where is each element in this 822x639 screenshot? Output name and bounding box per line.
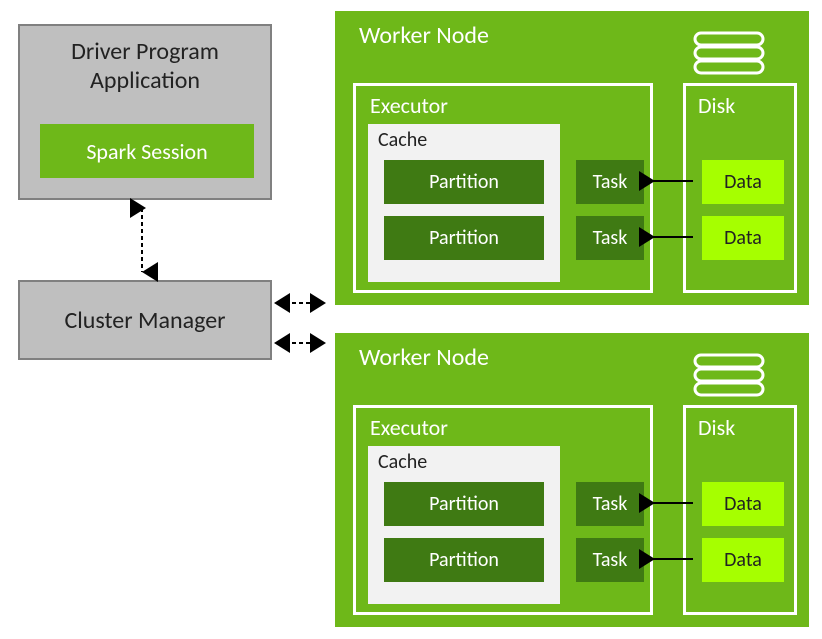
partition-1a-label: Partition bbox=[429, 170, 499, 194]
executor-box-1: Executor Cache Partition Partition Task … bbox=[353, 83, 653, 293]
worker-node-2: Worker Node Executor Cache Partition Par… bbox=[332, 330, 812, 630]
partition-1b: Partition bbox=[384, 216, 544, 260]
partition-2b: Partition bbox=[384, 538, 544, 582]
arrow-data-task-2b bbox=[645, 551, 699, 567]
driver-title: Driver Program Application bbox=[20, 26, 270, 96]
spark-session-label: Spark Session bbox=[86, 138, 207, 165]
partition-1a: Partition bbox=[384, 160, 544, 204]
task-1a: Task bbox=[576, 160, 644, 204]
disk-box-2: Disk Data Data bbox=[683, 405, 797, 615]
data-2b: Data bbox=[702, 538, 784, 582]
storage-icon bbox=[693, 31, 765, 77]
data-1b: Data bbox=[702, 216, 784, 260]
cluster-manager-label: Cluster Manager bbox=[64, 306, 225, 335]
driver-title-line1: Driver Program bbox=[71, 37, 219, 66]
cache-box-1: Cache Partition Partition bbox=[368, 124, 560, 282]
executor-box-2: Executor Cache Partition Partition Task … bbox=[353, 405, 653, 615]
data-1b-label: Data bbox=[724, 226, 762, 250]
arrow-data-task-1b bbox=[645, 229, 699, 245]
task-2b: Task bbox=[576, 538, 644, 582]
disk-label-2: Disk bbox=[686, 408, 794, 441]
arrow-cluster-worker2 bbox=[272, 335, 332, 351]
storage-icon-2 bbox=[693, 353, 765, 399]
task-2a-label: Task bbox=[593, 492, 628, 516]
partition-1b-label: Partition bbox=[429, 226, 499, 250]
executor-label-1: Executor bbox=[356, 86, 650, 119]
spark-session-box: Spark Session bbox=[40, 124, 254, 178]
task-2a: Task bbox=[576, 482, 644, 526]
cache-label-2: Cache bbox=[368, 446, 560, 474]
partition-2a-label: Partition bbox=[429, 492, 499, 516]
data-2b-label: Data bbox=[724, 548, 762, 572]
arrow-data-task-2a bbox=[645, 495, 699, 511]
arrow-data-task-1a bbox=[645, 173, 699, 189]
driver-title-line2: Application bbox=[90, 66, 200, 95]
executor-label-2: Executor bbox=[356, 408, 650, 441]
task-2b-label: Task bbox=[593, 548, 628, 572]
partition-2a: Partition bbox=[384, 482, 544, 526]
arrow-driver-cluster bbox=[132, 200, 152, 280]
disk-box-1: Disk Data Data bbox=[683, 83, 797, 293]
arrow-cluster-worker1 bbox=[272, 295, 332, 311]
partition-2b-label: Partition bbox=[429, 548, 499, 572]
disk-label-1: Disk bbox=[686, 86, 794, 119]
data-2a: Data bbox=[702, 482, 784, 526]
data-1a: Data bbox=[702, 160, 784, 204]
task-1a-label: Task bbox=[593, 170, 628, 194]
cluster-manager-box: Cluster Manager bbox=[18, 280, 272, 360]
worker-node-1: Worker Node Executor Cache Partition Par… bbox=[332, 8, 812, 308]
cache-box-2: Cache Partition Partition bbox=[368, 446, 560, 604]
cache-label-1: Cache bbox=[368, 124, 560, 152]
driver-program-box: Driver Program Application Spark Session bbox=[18, 24, 272, 200]
data-1a-label: Data bbox=[724, 170, 762, 194]
task-1b-label: Task bbox=[593, 226, 628, 250]
task-1b: Task bbox=[576, 216, 644, 260]
data-2a-label: Data bbox=[724, 492, 762, 516]
